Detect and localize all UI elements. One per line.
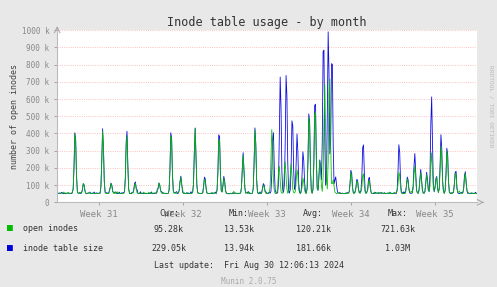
Text: inode table size: inode table size [23, 244, 103, 253]
Text: open inodes: open inodes [23, 224, 79, 233]
Text: Min:: Min: [229, 209, 248, 218]
Title: Inode table usage - by month: Inode table usage - by month [167, 16, 367, 29]
Text: ■: ■ [7, 243, 13, 253]
Text: RRDTOOL / TOBI OETIKER: RRDTOOL / TOBI OETIKER [489, 65, 494, 148]
Text: Avg:: Avg: [303, 209, 323, 218]
Text: Last update:  Fri Aug 30 12:06:13 2024: Last update: Fri Aug 30 12:06:13 2024 [154, 261, 343, 270]
Text: 13.53k: 13.53k [224, 225, 253, 234]
Text: Cur:: Cur: [159, 209, 179, 218]
Text: 1.03M: 1.03M [385, 244, 410, 253]
Text: 13.94k: 13.94k [224, 244, 253, 253]
Text: Munin 2.0.75: Munin 2.0.75 [221, 277, 276, 286]
Text: 721.63k: 721.63k [380, 225, 415, 234]
Text: ■: ■ [7, 223, 13, 233]
Text: 181.66k: 181.66k [296, 244, 331, 253]
Text: Max:: Max: [388, 209, 408, 218]
Text: 229.05k: 229.05k [152, 244, 186, 253]
Text: 95.28k: 95.28k [154, 225, 184, 234]
Text: 120.21k: 120.21k [296, 225, 331, 234]
Y-axis label: number of open inodes: number of open inodes [10, 64, 19, 169]
